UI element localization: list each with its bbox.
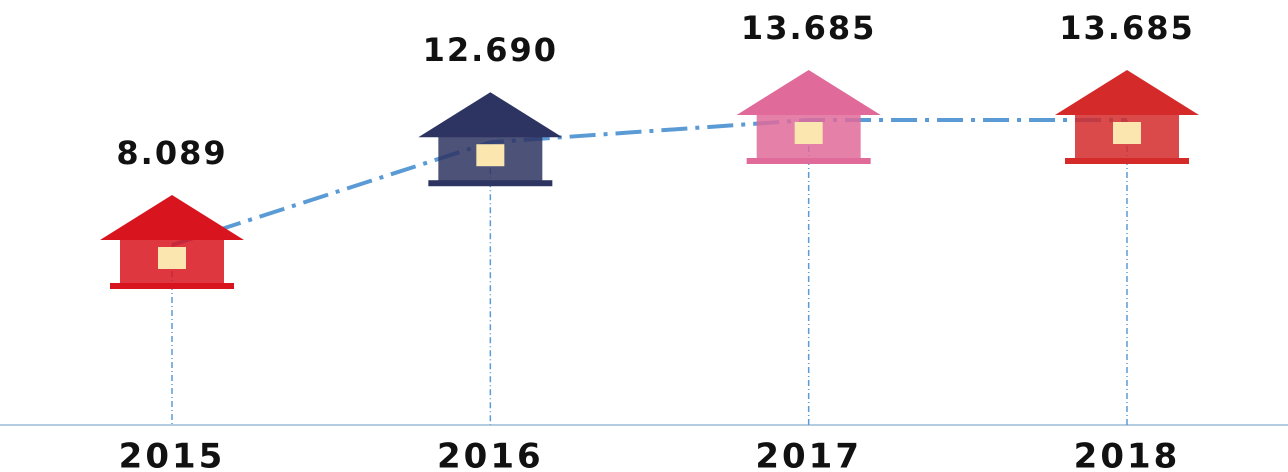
house-base [110,283,234,289]
value-label: 13.685 [1059,9,1194,47]
house-base [746,158,871,164]
house-window [1113,122,1141,144]
x-tick-label: 2016 [437,437,544,472]
house-window [158,247,186,269]
house-base [1065,158,1189,164]
x-tick-label: 2017 [755,437,862,472]
trend-line [171,118,1127,247]
house-marker [736,70,881,164]
house-marker [1055,70,1199,164]
house-roof [1055,70,1199,115]
house-marker [100,195,244,289]
x-tick-label: 2015 [119,437,226,472]
value-label: 12.690 [423,31,558,69]
value-label: 13.685 [741,9,876,47]
house-window [476,144,505,167]
house-roof [100,195,244,240]
x-tick-label: 2018 [1074,437,1181,472]
house-base [428,180,553,187]
value-label: 8.089 [116,134,227,172]
house-roof [418,92,563,138]
house-roof [736,70,881,115]
house-marker [418,92,563,187]
house-window [794,122,823,144]
